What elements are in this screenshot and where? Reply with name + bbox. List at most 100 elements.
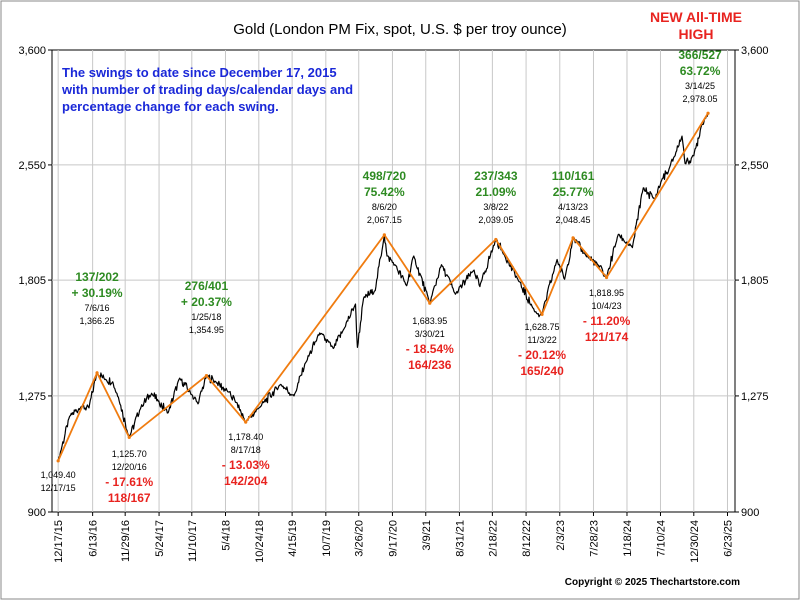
description-line: The swings to date since December 17, 20…: [62, 65, 337, 80]
description-line: with number of trading days/calendar day…: [61, 82, 353, 97]
swing-days-label: 498/720: [363, 169, 407, 183]
plot-area: [51, 49, 736, 513]
swing-days-label: 121/174: [585, 330, 629, 344]
swing-point: [706, 111, 710, 115]
swing-pct-label: - 11.20%: [583, 314, 631, 328]
headline-line: HIGH: [679, 26, 714, 42]
x-tick-label: 8/31/21: [454, 520, 466, 557]
annotations: 137/202 + 30.19% 7/6/16 1,366.25 276/401 + 20…: [41, 48, 722, 505]
x-tick-label: 11/29/16: [120, 520, 132, 562]
description-note: The swings to date since December 17, 20…: [61, 65, 353, 114]
swing-pct-label: - 17.61%: [105, 475, 153, 489]
y-tick-label-right: 1,275: [741, 391, 769, 403]
swing-point: [540, 312, 544, 316]
swing-days-label: 110/161: [552, 169, 595, 183]
y-tick-label-left: 900: [28, 507, 46, 519]
x-tick-label: 10/7/19: [321, 520, 333, 557]
y-tick-label-left: 3,600: [18, 45, 46, 57]
description-line: percentage change for each swing.: [62, 99, 279, 114]
x-tick-label: 7/10/24: [655, 520, 667, 557]
swing-date-label: 4/13/23: [558, 202, 588, 212]
swing-days-label: 164/236: [408, 358, 452, 372]
headline-line: NEW All-TIME: [650, 9, 742, 25]
swing-pct-label: 75.42%: [364, 185, 405, 199]
trough-annotation: 1,125.70 12/20/16 - 17.61% 118/167: [105, 449, 153, 505]
headline-note: NEW All-TIME HIGH: [650, 9, 742, 42]
x-tick-label: 6/13/16: [88, 520, 100, 557]
swing-date-label: 1/25/18: [191, 312, 221, 322]
y-tick-label-left: 1,275: [18, 391, 46, 403]
x-tick-label: 6/23/25: [722, 520, 734, 557]
swing-pct-label: 21.09%: [475, 185, 516, 199]
swing-price-label: 2,067.15: [367, 215, 402, 225]
swing-days-label: 118/167: [108, 491, 151, 505]
trough-annotation: 1,049.40 12/17/15: [41, 470, 76, 493]
x-tick-label: 12/30/24: [689, 520, 701, 563]
swing-price-label: 1,683.95: [412, 316, 447, 326]
x-tick-label: 2/3/23: [555, 520, 567, 551]
swing-pct-label: - 18.54%: [406, 342, 454, 356]
x-tick-label: 8/12/22: [521, 520, 533, 557]
swing-price-label: 1,354.95: [189, 325, 224, 335]
swing-price-label: 1,628.75: [525, 322, 560, 332]
swing-date-label: 12/17/15: [41, 483, 76, 493]
swing-price-label: 2,978.05: [683, 94, 718, 104]
swing-date-label: 3/30/21: [415, 329, 445, 339]
peak-annotation: 237/343 21.09% 3/8/22 2,039.05: [474, 169, 518, 225]
y-tick-label-right: 900: [741, 507, 759, 519]
swing-price-label: 1,125.70: [112, 449, 147, 459]
swing-days-label: 366/527: [678, 48, 722, 62]
data-series: [56, 111, 710, 463]
swing-point: [127, 435, 131, 440]
x-tick-label: 12/17/15: [53, 520, 65, 563]
y-tick-label-right: 1,805: [741, 275, 769, 287]
swing-days-label: 137/202: [75, 270, 119, 284]
x-tick-label: 11/10/17: [187, 520, 199, 562]
y-tick-label-right: 2,550: [741, 160, 769, 172]
swing-point: [244, 420, 248, 424]
swing-pct-label: + 20.37%: [181, 295, 232, 309]
swing-line: [57, 112, 709, 462]
swing-date-label: 8/6/20: [372, 202, 397, 212]
swing-pct-label: 63.72%: [680, 64, 721, 78]
peak-annotation: 276/401 + 20.37% 1/25/18 1,354.95: [181, 279, 232, 335]
swing-price-label: 1,178.40: [228, 432, 263, 442]
swing-date-label: 3/8/22: [483, 202, 508, 212]
swing-days-label: 165/240: [520, 364, 564, 378]
x-tick-label: 5/4/18: [220, 520, 232, 551]
x-tick-label: 4/15/19: [287, 520, 299, 557]
swing-date-label: 10/4/23: [592, 301, 622, 311]
y-tick-label-left: 2,550: [18, 160, 46, 172]
trough-annotation: 1,683.95 3/30/21 - 18.54% 164/236: [406, 316, 454, 372]
swing-pct-label: + 30.19%: [72, 286, 123, 300]
swing-point: [204, 374, 209, 378]
gridlines: [52, 50, 735, 512]
swing-price-label: 1,366.25: [80, 316, 115, 326]
swing-date-label: 8/17/18: [231, 445, 261, 455]
trough-annotation: 1,628.75 11/3/22 - 20.12% 165/240: [518, 322, 566, 378]
peak-annotation: 137/202 + 30.19% 7/6/16 1,366.25: [72, 270, 123, 326]
x-tick-label: 3/9/21: [421, 520, 433, 551]
x-tick-label: 2/18/22: [487, 520, 499, 557]
peak-annotation: 366/527 63.72% 3/14/25 2,978.05: [678, 48, 722, 104]
y-tick-label-right: 3,600: [741, 45, 769, 57]
swing-date-label: 7/6/16: [85, 303, 110, 313]
peak-annotation: 110/161 25.77% 4/13/23 2,048.45: [552, 169, 595, 225]
axes: 900 900 1,275 1,275 1,805 1,805 2,550 2,550 3,60…: [18, 45, 768, 563]
trough-annotation: 1,178.40 8/17/18 - 13.03% 142/204: [222, 432, 270, 488]
swing-pct-label: 25.77%: [553, 185, 594, 199]
swing-days-label: 142/204: [224, 474, 268, 488]
swing-point: [95, 371, 99, 375]
swing-days-label: 276/401: [185, 279, 229, 293]
peak-annotation: 498/720 75.42% 8/6/20 2,067.15: [363, 169, 407, 225]
chart-title: Gold (London PM Fix, spot, U.S. $ per tr…: [233, 21, 567, 38]
x-tick-label: 9/17/20: [387, 520, 399, 557]
swing-point: [494, 237, 498, 242]
swing-date-label: 12/20/16: [112, 462, 147, 472]
swing-price-label: 1,818.95: [589, 288, 624, 298]
y-tick-label-left: 1,805: [18, 275, 46, 287]
swing-price-label: 2,048.45: [556, 215, 591, 225]
copyright-text: Copyright © 2025 Thechartstore.com: [565, 577, 740, 588]
x-tick-label: 3/26/20: [354, 520, 366, 557]
